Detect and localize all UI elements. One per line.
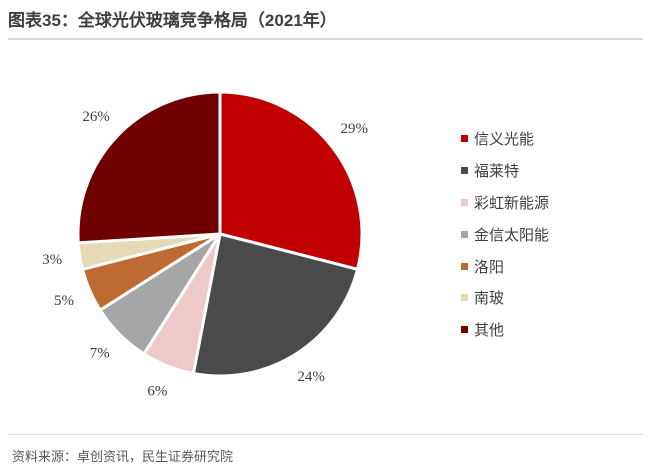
legend-swatch [461, 326, 468, 334]
legend-label: 其他 [474, 323, 505, 340]
legend-label: 彩虹新能源 [474, 195, 550, 212]
legend-label: 南玻 [474, 291, 505, 308]
pie-percent-label: 26% [82, 109, 110, 125]
legend-swatch [461, 294, 468, 302]
pie-percent-label: 7% [90, 346, 110, 362]
legend-item: 南玻 [461, 282, 549, 314]
pie-slice [218, 90, 364, 271]
footer-divider [8, 434, 643, 435]
legend-swatch [461, 135, 468, 143]
legend-item: 彩虹新能源 [461, 187, 549, 219]
legend-item: 金信太阳能 [461, 218, 549, 250]
legend-label: 福莱特 [474, 164, 520, 181]
pie-percent-label: 5% [54, 293, 74, 309]
legend-item: 洛阳 [461, 250, 549, 282]
legend-label: 洛阳 [474, 259, 505, 276]
legend-item: 信义光能 [461, 123, 549, 155]
pie-slice [191, 232, 360, 378]
title-divider [8, 38, 643, 40]
legend-item: 福莱特 [461, 155, 549, 187]
legend-swatch [461, 230, 468, 238]
pie-percent-label: 3% [42, 252, 62, 268]
pie-percent-label: 6% [147, 384, 167, 400]
pie-percent-label: 24% [297, 369, 325, 385]
legend-item: 其他 [461, 314, 549, 346]
pie-percent-label: 29% [341, 121, 369, 137]
legend-label: 信义光能 [474, 132, 535, 149]
legend-swatch [461, 167, 468, 175]
legend-swatch [461, 262, 468, 270]
legend: 信义光能福莱特彩虹新能源金信太阳能洛阳南玻其他 [461, 123, 549, 346]
source-note: 资料来源：卓创资讯，民生证券研究院 [12, 449, 234, 464]
legend-label: 金信太阳能 [474, 227, 550, 244]
pie-slice [76, 90, 222, 245]
figure-title: 图表35：全球光伏玻璃竞争格局（2021年） [8, 11, 337, 30]
legend-swatch [461, 198, 468, 206]
